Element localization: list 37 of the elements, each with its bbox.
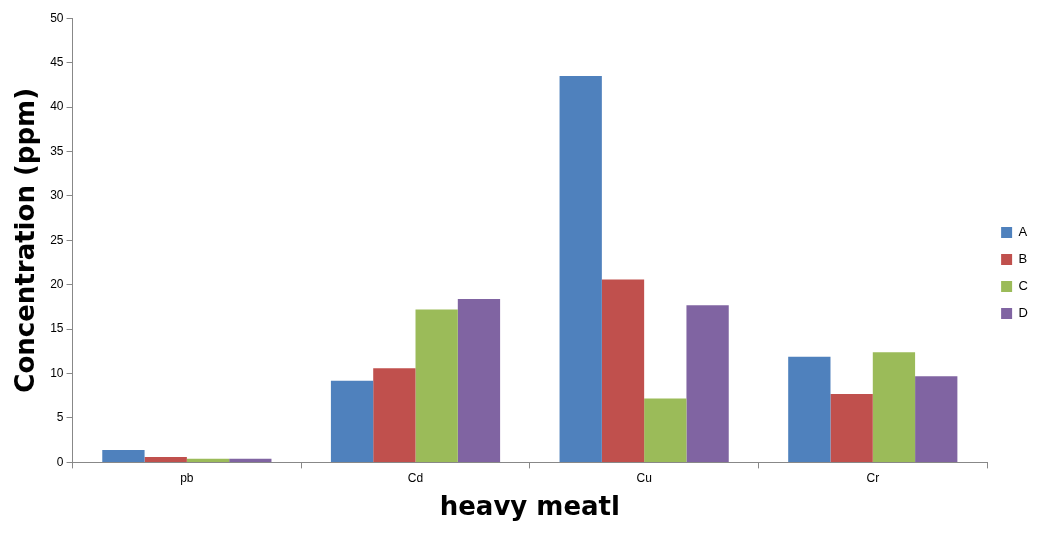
bar — [644, 398, 687, 462]
bar — [102, 449, 145, 462]
bar — [915, 376, 958, 462]
x-axis-title: heavy meatl — [439, 491, 620, 522]
bar — [559, 75, 602, 462]
bar — [330, 380, 374, 462]
y-tick-label: 50 — [50, 10, 64, 25]
bar — [457, 298, 501, 462]
legend-label: D — [1018, 305, 1028, 321]
legend-label: C — [1018, 278, 1028, 294]
x-tick-label: pb — [180, 470, 194, 485]
y-tick-label: 15 — [50, 321, 64, 336]
bar — [830, 393, 873, 462]
legend-label: B — [1018, 251, 1028, 267]
y-tick-label: 5 — [56, 410, 64, 425]
bar — [872, 352, 916, 462]
y-tick-label: 10 — [50, 365, 64, 380]
y-tick-label: 0 — [56, 454, 64, 469]
y-tick-label: 25 — [50, 232, 64, 247]
bar — [601, 279, 645, 462]
x-tick-label: Cd — [407, 470, 424, 485]
y-tick-label: 40 — [50, 99, 64, 114]
bar — [186, 458, 230, 462]
y-tick-label: 20 — [50, 277, 64, 292]
bar — [686, 305, 729, 462]
y-tick-label: 30 — [50, 188, 64, 203]
bar — [144, 457, 187, 462]
bar — [415, 309, 458, 462]
y-tick-label: 45 — [50, 54, 64, 69]
bar — [229, 458, 272, 462]
y-axis-title: Concentration (ppm) — [10, 87, 41, 393]
bar — [788, 356, 831, 462]
legend-label: A — [1018, 224, 1028, 240]
x-tick-label: Cr — [866, 470, 880, 485]
y-tick-label: 35 — [50, 143, 64, 158]
x-tick-label: Cu — [636, 470, 652, 485]
bar — [373, 368, 416, 462]
